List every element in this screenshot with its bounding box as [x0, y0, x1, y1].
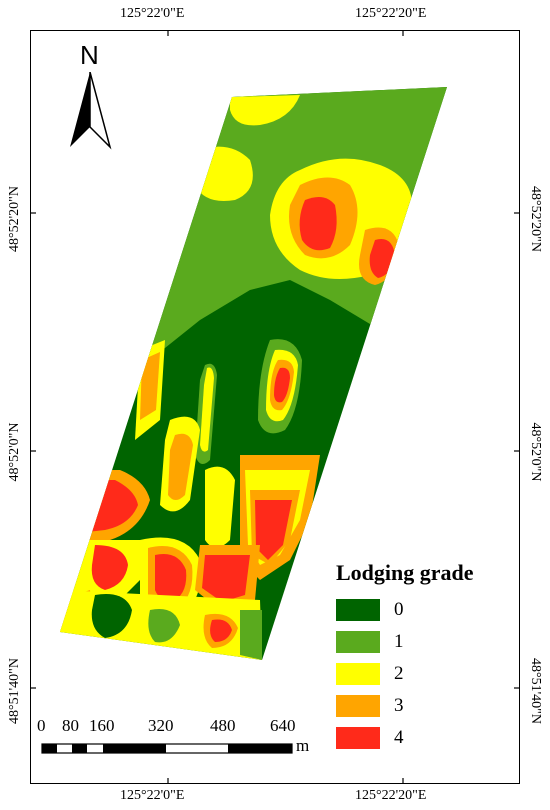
north-label: N: [80, 40, 99, 70]
legend-item-4: 4: [336, 724, 474, 751]
scale-tick-320: 320: [148, 716, 174, 735]
scale-tick-80: 80: [62, 716, 79, 735]
scale-tick-480: 480: [210, 716, 236, 735]
top-lon-label-2: 125°22'20"E: [355, 6, 427, 21]
legend-swatch-4: [336, 726, 380, 749]
scale-tick-0: 0: [37, 716, 46, 735]
legend-title: Lodging grade: [336, 560, 474, 585]
top-lon-label-1: 125°22'0"E: [120, 6, 185, 21]
legend-label-4: 4: [394, 726, 404, 748]
scale-unit: m: [296, 736, 310, 755]
north-arrow: N: [62, 40, 122, 155]
legend-label-2: 2: [394, 662, 404, 684]
legend-item-2: 2: [336, 660, 474, 687]
scale-tick-640: 640: [270, 716, 296, 735]
legend-label-0: 0: [394, 598, 404, 620]
legend: Lodging grade 0 1 2 3 4: [336, 560, 474, 756]
legend-label-3: 3: [394, 694, 404, 716]
legend-item-3: 3: [336, 692, 474, 719]
legend-swatch-0: [336, 598, 380, 621]
legend-swatch-2: [336, 662, 380, 685]
map-frame: [30, 30, 520, 784]
legend-swatch-3: [336, 694, 380, 717]
scale-tick-160: 160: [89, 716, 115, 735]
legend-item-0: 0: [336, 596, 474, 623]
legend-item-1: 1: [336, 628, 474, 655]
north-arrow-icon: [70, 72, 112, 150]
bottom-lon-label-2: 125°22'20"E: [355, 788, 427, 803]
legend-label-1: 1: [394, 630, 404, 652]
legend-swatch-1: [336, 630, 380, 653]
scale-bar: [41, 743, 293, 754]
bottom-lon-label-1: 125°22'0"E: [120, 788, 185, 803]
